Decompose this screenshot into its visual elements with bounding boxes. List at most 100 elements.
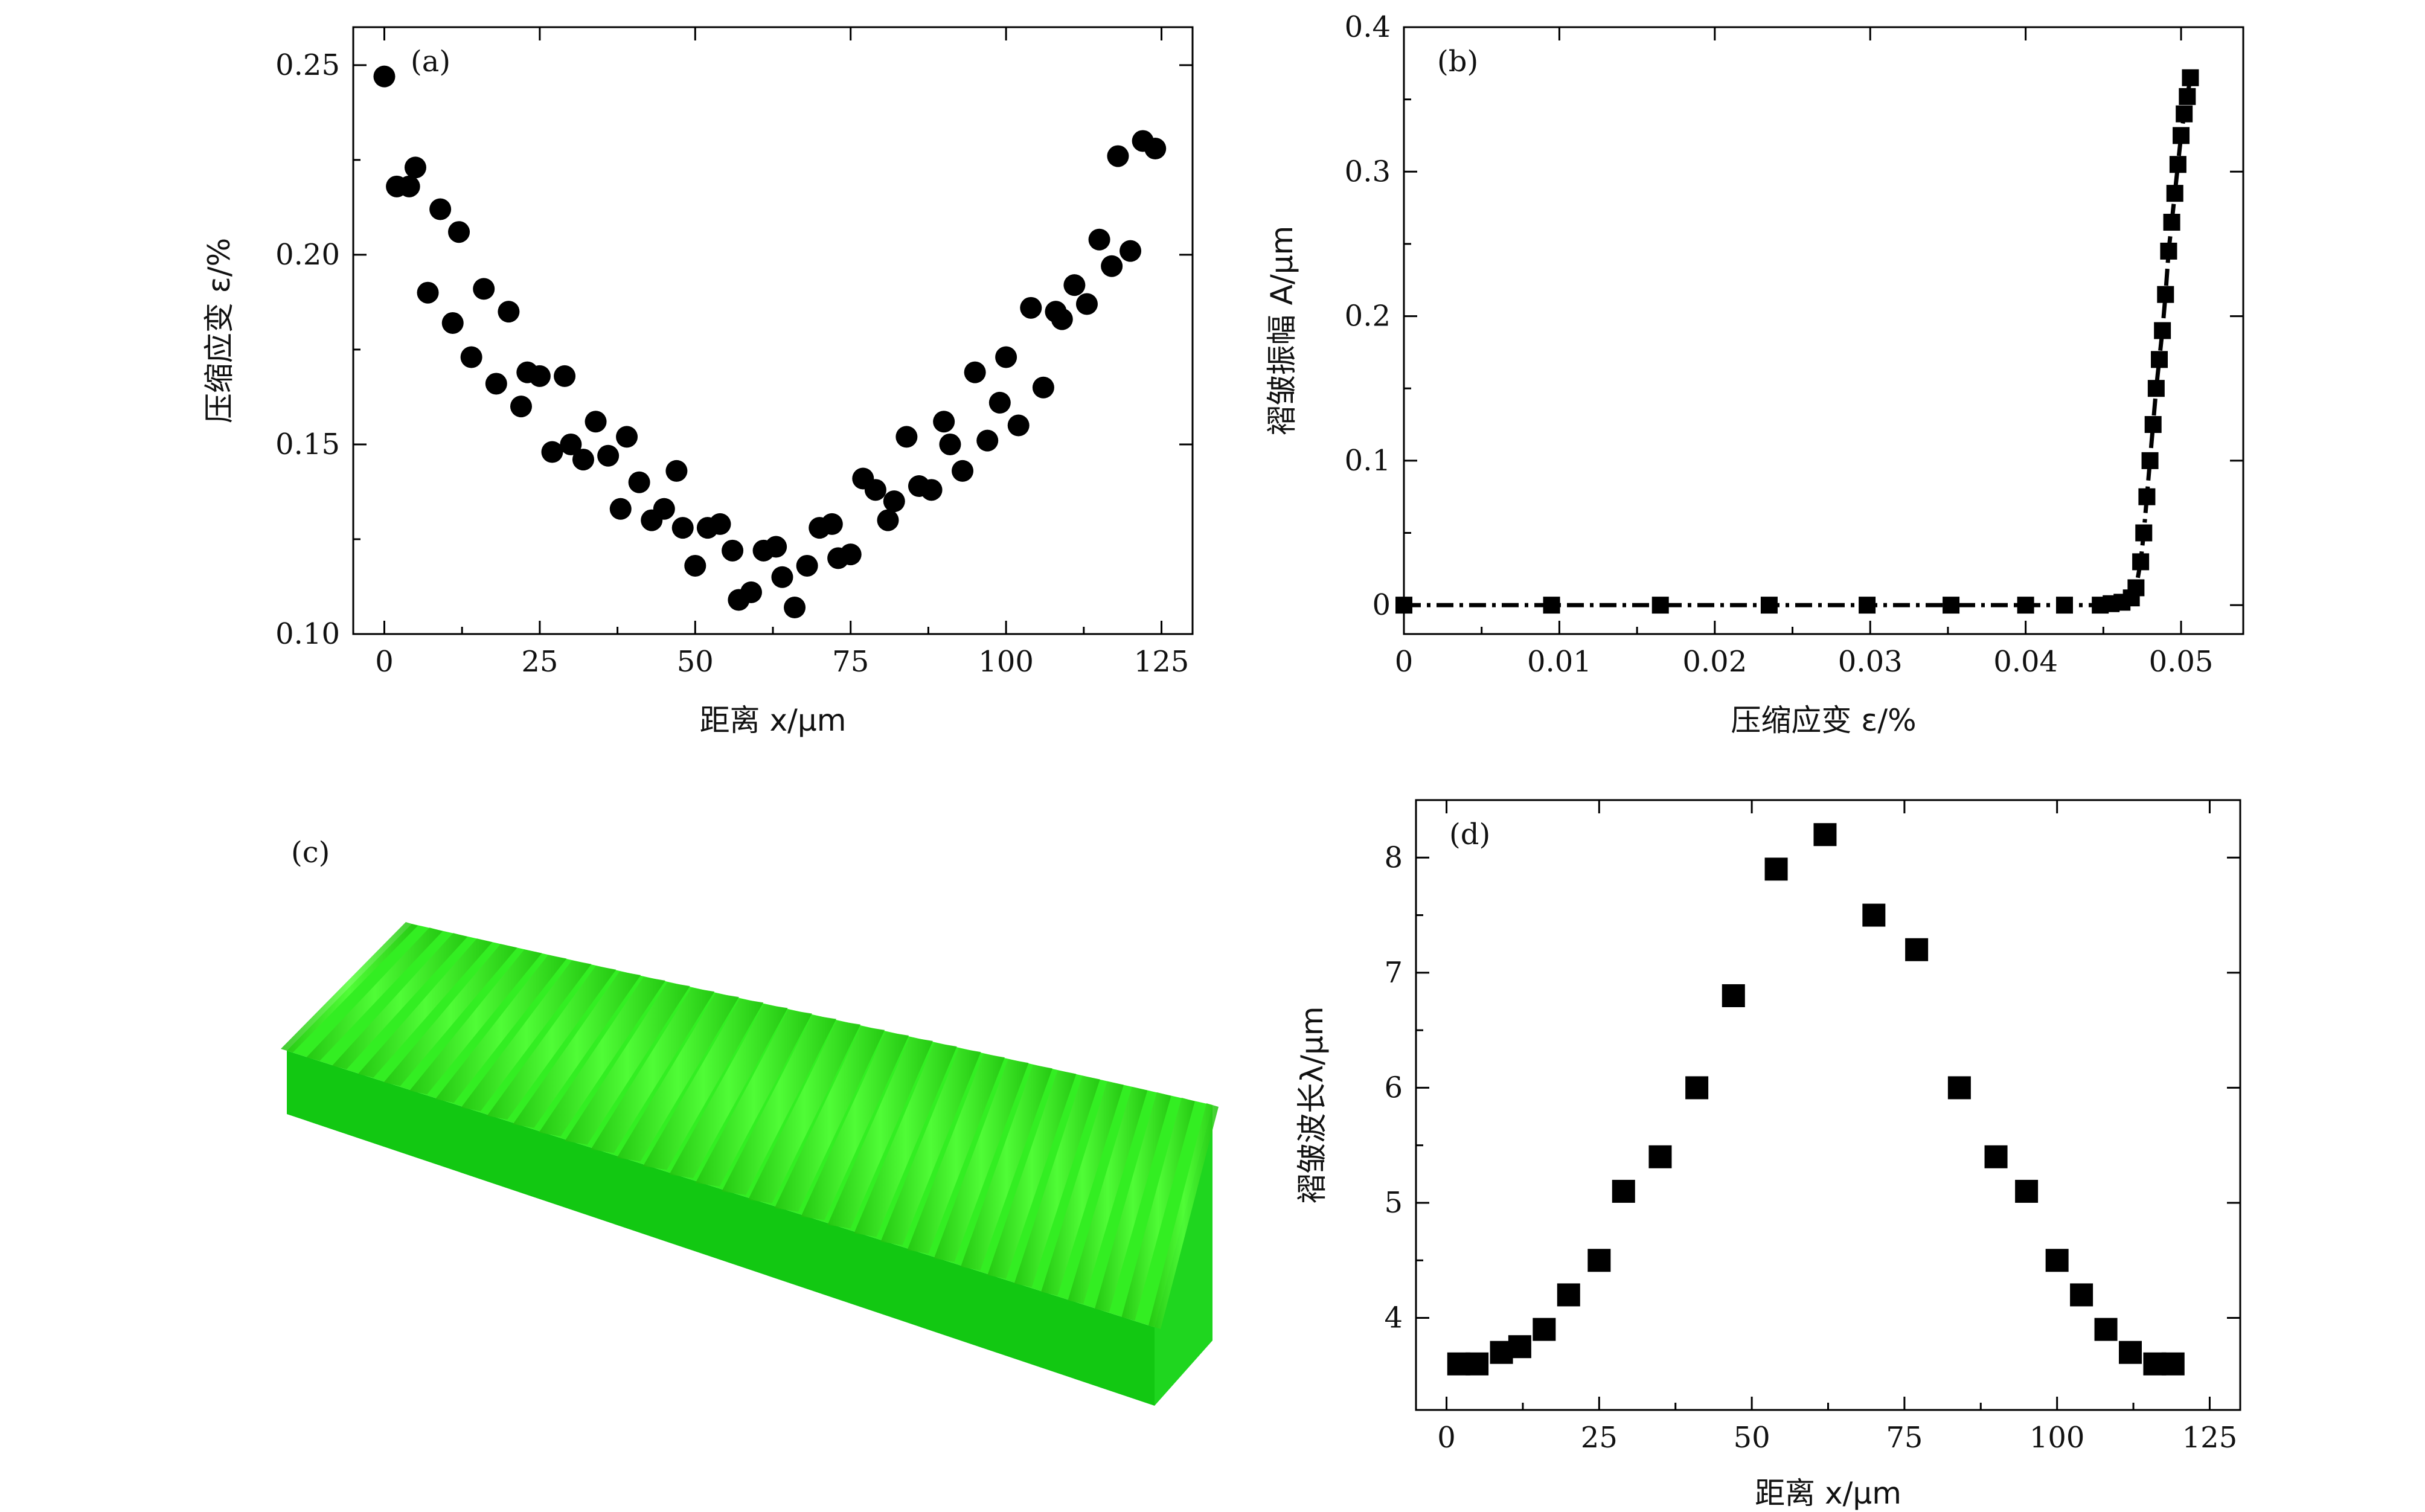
panel-a-data-point bbox=[877, 509, 899, 531]
wrinkle-ridge bbox=[880, 1048, 981, 1246]
wrinkle-ridge bbox=[281, 922, 418, 1052]
panel-d-data-point bbox=[1984, 1145, 2008, 1168]
panel-a-x-tick-label: 75 bbox=[832, 645, 869, 679]
panel-d-data-point bbox=[1557, 1283, 1580, 1307]
panel-a-data-point bbox=[964, 361, 986, 383]
wrinkle-ridges bbox=[281, 922, 1219, 1329]
panel-b-chart: 0 0.01 0.02 0.03 0.04 0.05 0 0.1 0.2 0.3 0.4 压缩应变 ε… bbox=[1264, 10, 2244, 738]
panel-a-data-point bbox=[771, 566, 793, 588]
wrinkle-ridge bbox=[461, 960, 592, 1112]
panel-a-x-tick-label: 125 bbox=[1134, 645, 1190, 679]
panel-a-data-point bbox=[572, 449, 594, 471]
panel-b-data-point bbox=[2017, 597, 2034, 614]
panel-b-y-tick-label: 0.4 bbox=[1345, 10, 1391, 44]
wrinkle-ridge bbox=[934, 1059, 1029, 1262]
panel-a-data-point bbox=[473, 278, 495, 300]
panel-a-data-point bbox=[404, 156, 426, 179]
panel-a-data-point bbox=[665, 460, 688, 482]
panel-d-data-point bbox=[2070, 1283, 2093, 1307]
panel-a-data-point bbox=[684, 554, 706, 577]
panel-a-x-tick-label: 100 bbox=[978, 645, 1034, 679]
panel-d-y-tick-label: 8 bbox=[1384, 841, 1403, 874]
panel-b-data-point bbox=[2138, 488, 2156, 505]
panel-a-data-point bbox=[883, 490, 905, 513]
panel-d-x-axis-label: 距离 x/μm bbox=[1755, 1476, 1901, 1511]
panel-a-data-point bbox=[1075, 293, 1098, 315]
panel-d-data-point bbox=[1685, 1076, 1709, 1100]
panel-b-data-point bbox=[1543, 597, 1560, 614]
panel-b-data-point bbox=[2141, 452, 2159, 469]
wrinkle-ridge bbox=[695, 1010, 812, 1187]
block-front-face bbox=[287, 1051, 1155, 1406]
panel-d-y-tick-label: 4 bbox=[1384, 1301, 1403, 1335]
wrinkle-ridge bbox=[435, 955, 567, 1103]
panel-d-x-tick-label: 100 bbox=[2029, 1421, 2085, 1455]
wrinkle-ridge bbox=[801, 1031, 909, 1220]
panel-a-data-point bbox=[821, 513, 843, 535]
panel-a-data-point bbox=[597, 444, 620, 467]
panel-a-data-point bbox=[609, 498, 632, 520]
panel-d-y-axis-label: 褶皱波长λ/μm bbox=[1295, 1007, 1330, 1204]
panel-b-data-point bbox=[1395, 597, 1412, 614]
panel-b-data-point bbox=[2132, 553, 2150, 571]
panel-b-y-tick-label: 0.2 bbox=[1345, 300, 1391, 333]
panel-b-data-point bbox=[2147, 380, 2165, 397]
panel-b-data-point bbox=[2135, 524, 2153, 542]
panel-d-data-point bbox=[1648, 1145, 1672, 1168]
wrinkle-ridge bbox=[1095, 1092, 1171, 1313]
wrinkle-ridge bbox=[487, 966, 617, 1120]
panel-a-data-point bbox=[784, 597, 806, 619]
panel-b-data-point bbox=[1859, 597, 1876, 614]
panel-a-data-point bbox=[864, 479, 886, 501]
panel-d-data-point bbox=[1466, 1352, 1489, 1376]
panel-a-data-point bbox=[740, 581, 762, 603]
panel-b-data-point bbox=[2154, 322, 2171, 339]
panel-b-series-line bbox=[1404, 77, 2193, 607]
panel-a-data-point bbox=[528, 365, 551, 387]
panel-a-data-point bbox=[441, 312, 464, 334]
panel-b-y-axis-label: 褶皱振幅 A/μm bbox=[1264, 226, 1299, 435]
wrinkle-ridge bbox=[565, 982, 690, 1145]
panel-d-data-point bbox=[2094, 1318, 2118, 1341]
panel-b-data-point bbox=[2163, 214, 2180, 231]
panel-b-data-point bbox=[2157, 286, 2174, 303]
panel-a-y-tick-label: 0.20 bbox=[275, 238, 340, 272]
panel-a-data-point bbox=[1088, 228, 1110, 251]
panel-b-data-point bbox=[2160, 242, 2177, 260]
panel-b-data-point bbox=[1943, 597, 1960, 614]
panel-a-y-tick-label: 0.25 bbox=[275, 48, 340, 82]
panel-b-data-point bbox=[2166, 185, 2183, 202]
panel-d-data-point bbox=[2119, 1341, 2142, 1364]
panel-a-data-point bbox=[765, 536, 787, 558]
panel-a-y-tick-label: 0.15 bbox=[275, 428, 340, 461]
panel-d-x-tick-label: 75 bbox=[1886, 1421, 1923, 1455]
panel-a-data-point bbox=[920, 479, 943, 501]
panel-b-x-tick-label: 0.05 bbox=[2149, 645, 2214, 679]
panel-a-data-point bbox=[1144, 138, 1167, 159]
wrinkle-ridge bbox=[332, 933, 468, 1069]
wrinkle-ridge bbox=[409, 949, 542, 1095]
panel-b-y-tick-label: 0 bbox=[1372, 588, 1391, 622]
wrinkle-ridge bbox=[669, 1004, 788, 1179]
panel-b-x-tick-label: 0.01 bbox=[1527, 645, 1592, 679]
wrinkle-ridge bbox=[987, 1070, 1077, 1279]
panel-a-label: (a) bbox=[411, 45, 450, 78]
panel-a-data-point bbox=[722, 539, 744, 562]
panel-a-data-point bbox=[895, 426, 918, 448]
panel-b-data-point bbox=[2182, 69, 2199, 86]
panel-a-data-point bbox=[709, 513, 731, 535]
panel-b-data-point bbox=[1760, 597, 1778, 614]
panel-b-data-point bbox=[2144, 416, 2162, 434]
panel-b-data-point bbox=[1651, 597, 1669, 614]
panel-d-x-tick-label: 0 bbox=[1437, 1421, 1456, 1455]
panel-a-data-point bbox=[628, 471, 650, 493]
panel-a-data-point bbox=[373, 65, 396, 88]
panel-a-data-point bbox=[485, 373, 507, 395]
panel-b-label: (b) bbox=[1437, 45, 1478, 78]
panel-a-x-tick-label: 25 bbox=[521, 645, 558, 679]
panel-a-data-point bbox=[1032, 376, 1054, 399]
wrinkle-ridge bbox=[854, 1043, 957, 1237]
panel-d-data-point bbox=[1764, 857, 1788, 881]
panel-b-y-tick-label: 0.3 bbox=[1345, 155, 1391, 188]
panel-a-data-point bbox=[498, 301, 520, 323]
